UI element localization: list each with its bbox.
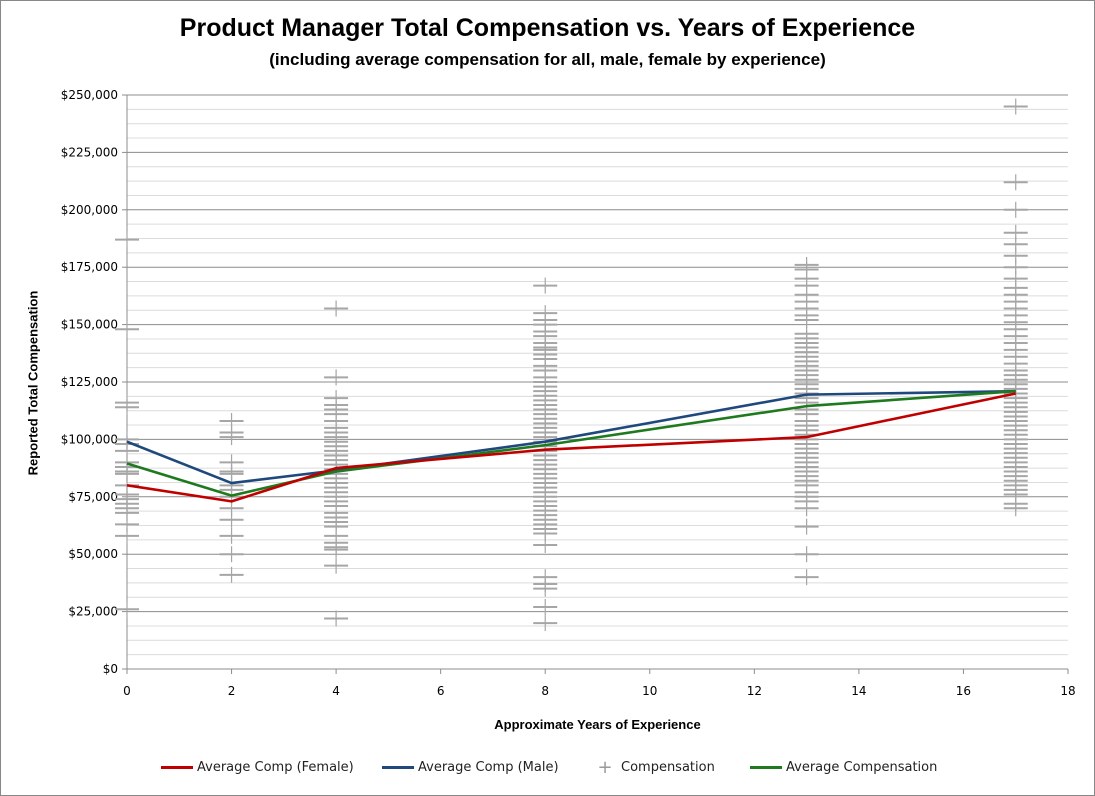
legend-item-compensation: + Compensation: [597, 756, 715, 778]
x-axis-label: Approximate Years of Experience: [494, 717, 701, 732]
x-tick-label: 10: [642, 684, 657, 698]
x-tick-label: 18: [1060, 684, 1075, 698]
y-tick-label: $25,000: [68, 605, 118, 619]
y-tick-label: $150,000: [61, 318, 118, 332]
male-average-line: [126, 389, 1016, 485]
legend: Average Comp (Female) Average Comp (Male…: [0, 756, 1095, 780]
x-tick-label: 2: [228, 684, 236, 698]
legend-label-compensation: Compensation: [621, 760, 715, 775]
x-tick-label: 12: [747, 684, 762, 698]
x-tick-label: 6: [437, 684, 445, 698]
y-tick-label: $225,000: [61, 145, 118, 159]
legend-swatch-male: [382, 766, 414, 769]
legend-label-average: Average Compensation: [786, 760, 938, 775]
legend-item-male: Average Comp (Male): [382, 760, 559, 775]
legend-label-male: Average Comp (Male): [418, 760, 559, 775]
x-tick-label: 8: [541, 684, 549, 698]
x-tick-label: 14: [851, 684, 866, 698]
y-tick-label: $250,000: [61, 88, 118, 102]
y-tick-label: $75,000: [68, 490, 118, 504]
legend-item-female: Average Comp (Female): [161, 760, 354, 775]
x-tick-label: 4: [332, 684, 340, 698]
legend-label-female: Average Comp (Female): [197, 760, 354, 775]
chart-subtitle: (including average compensation for all,…: [269, 50, 826, 69]
plus-marker-icon: +: [597, 756, 613, 778]
y-tick-label: $175,000: [61, 260, 118, 274]
legend-swatch-female: [161, 766, 193, 769]
y-tick-label: $50,000: [68, 547, 118, 561]
y-tick-label: $125,000: [61, 375, 118, 389]
legend-swatch-average: [750, 766, 782, 769]
y-tick-label: $0: [103, 662, 118, 676]
x-tick-label: 0: [123, 684, 131, 698]
female-average-line: [126, 392, 1016, 503]
y-axis-label: Reported Total Compensation: [25, 290, 41, 476]
y-tick-label: $200,000: [61, 203, 118, 217]
y-tick-label: $100,000: [61, 432, 118, 446]
x-tick-label: 16: [956, 684, 971, 698]
legend-item-average: Average Compensation: [750, 760, 937, 775]
chart-title: Product Manager Total Compensation vs. Y…: [179, 14, 916, 42]
